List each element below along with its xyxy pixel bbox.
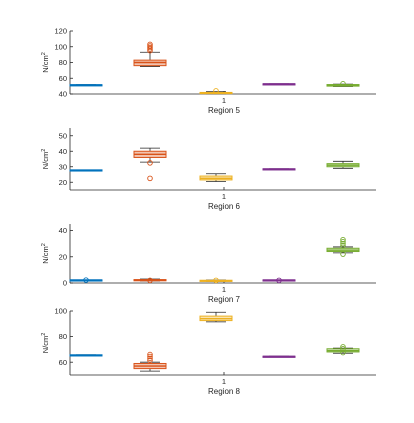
y-tick-label: 80 (59, 332, 67, 341)
region-label: Region 5 (208, 106, 241, 115)
box-outlier (213, 277, 219, 284)
box-series-4 (262, 355, 296, 358)
box-outlier (340, 349, 346, 356)
region-label: Region 6 (208, 202, 241, 211)
box-series-1 (69, 84, 103, 87)
box-series-4 (262, 83, 296, 86)
y-tick-label: 120 (54, 27, 67, 36)
y-tick-label: 40 (59, 147, 67, 156)
box-series-1 (69, 277, 103, 283)
box-outlier (213, 88, 219, 94)
box-outlier (340, 344, 346, 350)
y-tick-label: 60 (59, 358, 67, 367)
box-outlier (276, 277, 282, 284)
y-axis-label-superscript: 2 (41, 149, 47, 152)
y-tick-label: 20 (59, 252, 67, 261)
box-outlier (147, 44, 153, 51)
y-tick-label: 100 (54, 42, 67, 51)
box-series-3 (199, 311, 233, 323)
y-tick-label: 60 (59, 74, 67, 83)
box-series-5 (326, 81, 360, 87)
x-tick-label: 1 (222, 96, 226, 105)
box-outlier (147, 41, 153, 48)
box-series-5 (326, 236, 360, 257)
box-outlier (147, 160, 153, 166)
y-axis-label-superscript: 2 (41, 52, 47, 55)
box-series-2 (133, 147, 167, 182)
box-outlier (340, 81, 346, 87)
y-tick-label: 30 (59, 162, 67, 171)
box-series-1 (69, 169, 103, 172)
region-label: Region 8 (208, 387, 241, 396)
box-outlier (147, 277, 153, 284)
y-tick-label: 80 (59, 58, 67, 67)
box-series-4 (262, 168, 296, 171)
box-outlier (147, 357, 153, 364)
x-tick-label: 1 (222, 377, 226, 386)
y-tick-label: 40 (59, 226, 67, 235)
box-series-3 (199, 173, 233, 182)
box-series-4 (262, 277, 296, 284)
y-axis-label-superscript: 2 (41, 333, 47, 336)
y-axis-label-superscript: 2 (41, 243, 47, 246)
y-axis-label: N/cm2 (41, 243, 50, 264)
y-axis-label: N/cm2 (41, 333, 50, 354)
box-series-2 (133, 351, 167, 372)
y-axis-label: N/cm2 (41, 149, 50, 170)
box-series-2 (133, 277, 167, 284)
x-tick-label: 1 (222, 285, 226, 294)
box-outlier (83, 277, 89, 283)
box-series-5 (326, 160, 360, 169)
box-outlier (340, 242, 346, 249)
box-outlier (340, 251, 346, 257)
y-axis-label: N/cm2 (41, 52, 50, 73)
box-outlier (147, 43, 153, 49)
box-series-5 (326, 344, 360, 356)
box-outlier (340, 240, 346, 247)
box-series-2 (133, 41, 167, 67)
y-tick-label: 50 (59, 131, 67, 140)
box-outlier (340, 238, 346, 245)
box-outlier (147, 355, 153, 362)
box-series-3 (199, 88, 233, 95)
box-outlier (147, 351, 153, 358)
y-tick-label: 0 (63, 279, 67, 288)
y-tick-label: 40 (59, 90, 67, 99)
box-outlier (147, 353, 153, 360)
box-outlier (340, 236, 346, 243)
box-series-1 (69, 354, 103, 357)
y-tick-label: 100 (54, 307, 67, 316)
box-outlier (147, 175, 153, 182)
region-label: Region 7 (208, 295, 241, 304)
box-series-3 (199, 277, 233, 284)
box-outlier (340, 346, 346, 352)
x-tick-label: 1 (222, 192, 226, 201)
y-tick-label: 20 (59, 178, 67, 187)
